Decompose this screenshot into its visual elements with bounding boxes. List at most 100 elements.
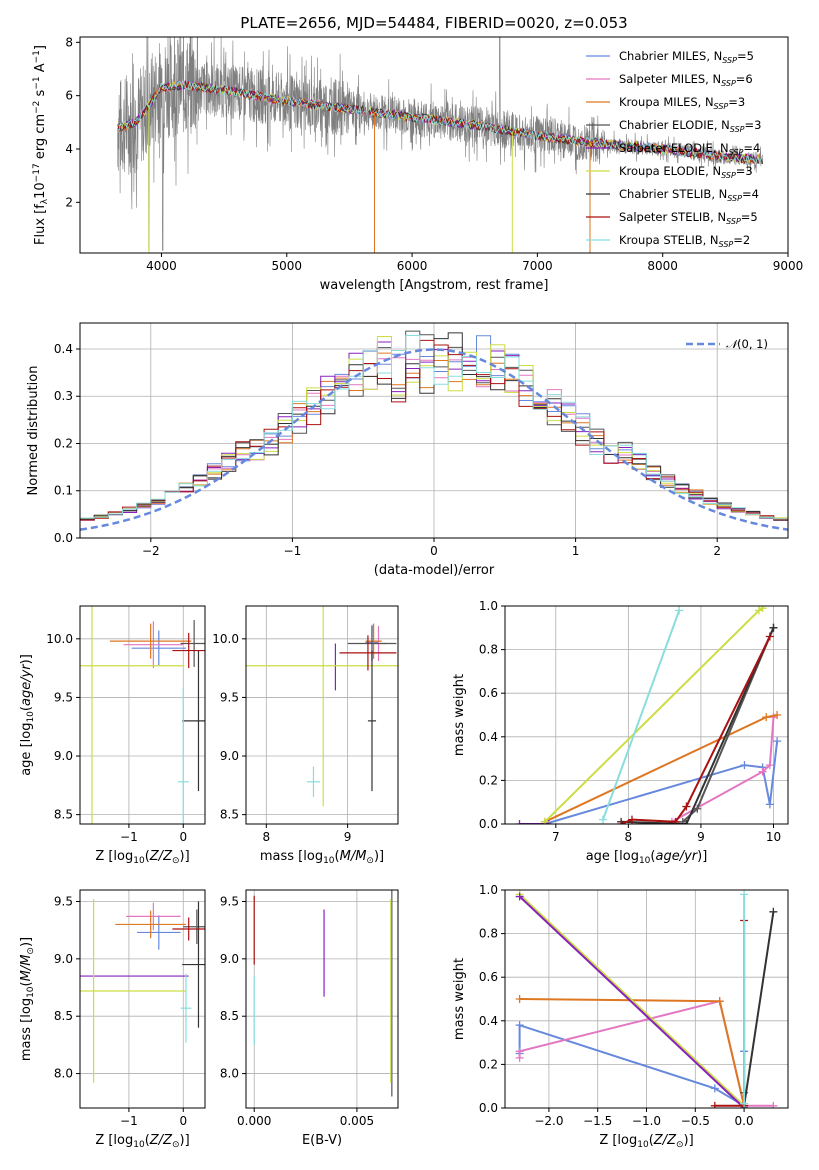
y-axis-label: mass [log10(M/M⊙)] <box>19 937 36 1061</box>
plot-area <box>80 606 205 824</box>
series-line <box>598 606 684 824</box>
plus-marker <box>715 997 724 1006</box>
y-tick-label: 8.0 <box>54 1067 73 1081</box>
legend: 𝒩(0, 1) <box>686 337 768 351</box>
chart-massweight_vs_Z: −2.0 −1.5 −1.0 −0.5 0.0 0.0 0.2 0.4 0.6 0.8 1.0 Z [… <box>452 883 789 1150</box>
spectrum-model-line <box>117 81 764 165</box>
plus-marker <box>515 892 524 901</box>
y-axis-label: mass weight <box>452 674 467 756</box>
series-line <box>667 713 778 824</box>
errorbar-point <box>306 766 320 798</box>
x-tick-label: 8 <box>263 830 271 844</box>
histogram-step <box>80 339 788 521</box>
y-tick-label: 0.0 <box>479 817 498 831</box>
x-axis-label: Z [log10(Z/Z⊙)] <box>95 1133 189 1150</box>
errorbar-point <box>180 973 192 1043</box>
errorbar-point <box>126 902 181 931</box>
errorbar-point <box>172 632 205 669</box>
series-line <box>740 890 749 1108</box>
plus-marker <box>758 606 767 613</box>
y-tick-label: 0.2 <box>479 773 498 787</box>
histogram-step <box>80 332 788 521</box>
chart-spectrum: 4000 5000 6000 7000 8000 9000 2 4 6 8 wavelength [… <box>32 35 803 293</box>
chart-age_vs_Z: −1 0 8.5 9.0 9.5 10.0 Z [log10(Z/Z⊙)] age [log1… <box>19 605 206 866</box>
x-tick-label: −1 <box>120 1114 138 1128</box>
series-path <box>518 895 745 1108</box>
y-axis-label: Normed distribution <box>26 366 41 496</box>
series-path <box>602 610 681 820</box>
x-axis-label: wavelength [Angstrom, rest frame] <box>320 278 549 293</box>
plus-marker <box>773 711 782 719</box>
spectrum-model-line <box>117 81 764 165</box>
legend-label: Salpeter ELODIE, NSSP=4 <box>619 141 760 157</box>
plus-marker <box>515 995 524 1003</box>
y-tick-label: 8 <box>65 35 73 49</box>
plot-area <box>515 890 778 1108</box>
x-axis-label: mass [log10(M/M⊙)] <box>260 849 384 866</box>
y-tick-label: 8.5 <box>54 808 73 822</box>
chart-massweight_vs_age: 7 8 9 10 0.0 0.2 0.4 0.6 0.8 1.0 age [log10(age/yr… <box>452 599 789 866</box>
plot-area <box>515 606 782 824</box>
errorbar-point <box>183 909 205 944</box>
chart-mass_vs_ebv: 0.000 0.005 8.0 8.5 9.0 9.5 E(B-V) <box>220 889 399 1148</box>
x-tick-label: −0.5 <box>681 1114 710 1128</box>
y-tick-label: 8.5 <box>54 1009 73 1023</box>
plus-marker <box>762 713 771 722</box>
series-path <box>519 998 746 1107</box>
y-tick-label: 0.6 <box>479 686 498 700</box>
plus-marker <box>765 761 774 770</box>
y-tick-label: 0.4 <box>479 1014 498 1028</box>
x-tick-label: 9 <box>697 830 705 844</box>
y-tick-label: 9.5 <box>54 690 73 704</box>
axes-frame <box>245 605 399 825</box>
plus-marker <box>710 1101 719 1108</box>
plus-marker <box>769 623 778 632</box>
errorbar-point <box>339 635 397 671</box>
series-line <box>617 632 774 824</box>
y-tick-label: 9.0 <box>220 749 239 763</box>
legend-label: Salpeter STELIB, NSSP=5 <box>619 210 758 226</box>
errorbar-point <box>172 917 205 941</box>
y-tick-label: 9.5 <box>220 690 239 704</box>
errorbar-point <box>109 623 192 659</box>
legend-label: Kroupa STELIB, NSSP=2 <box>619 233 750 249</box>
plus-marker <box>515 1047 524 1056</box>
axes-frame <box>79 889 206 1109</box>
x-tick-label: 1 <box>572 544 580 558</box>
errorbar-point <box>367 650 377 792</box>
errorbar-point <box>123 621 184 669</box>
x-tick-label: 0.0 <box>735 1114 754 1128</box>
x-tick-label: −1 <box>120 830 138 844</box>
y-tick-label: 9.0 <box>54 749 73 763</box>
series-line <box>740 907 778 1108</box>
x-tick-label: 0.005 <box>340 1114 374 1128</box>
x-tick-label: −2 <box>142 544 160 558</box>
x-axis-label: Z [log10(Z/Z⊙)] <box>599 1133 693 1150</box>
plus-marker <box>682 802 691 811</box>
errorbar-point <box>80 606 185 824</box>
errorbar-point <box>182 650 205 792</box>
x-axis-label: E(B-V) <box>302 1133 342 1148</box>
errorbar-point <box>180 620 205 667</box>
chart-title: PLATE=2656, MJD=54484, FIBERID=0020, z=0… <box>240 14 627 32</box>
plus-marker <box>765 632 774 641</box>
x-tick-label: −2.0 <box>534 1114 563 1128</box>
y-tick-label: 0.2 <box>54 436 73 450</box>
y-tick-label: 1.0 <box>479 599 498 613</box>
y-axis-label: age [log10(age/yr)] <box>19 654 36 776</box>
y-tick-label: 8.5 <box>220 808 239 822</box>
x-tick-label: 0 <box>430 544 438 558</box>
legend-label: Chabrier MILES, NSSP=5 <box>619 49 754 65</box>
axes-frame <box>79 605 206 825</box>
x-tick-label: 7 <box>552 830 560 844</box>
y-tick-label: 10.0 <box>46 632 73 646</box>
axes-frame <box>245 889 399 1109</box>
plus-marker <box>769 907 778 916</box>
y-tick-label: 1.0 <box>479 883 498 897</box>
x-tick-label: 5000 <box>271 259 302 273</box>
legend-label: 𝒩(0, 1) <box>726 337 768 351</box>
plus-marker <box>740 890 749 899</box>
x-axis-label: age [log10(age/yr)] <box>586 849 708 866</box>
x-axis-label: Z [log10(Z/Z⊙)] <box>95 849 189 866</box>
